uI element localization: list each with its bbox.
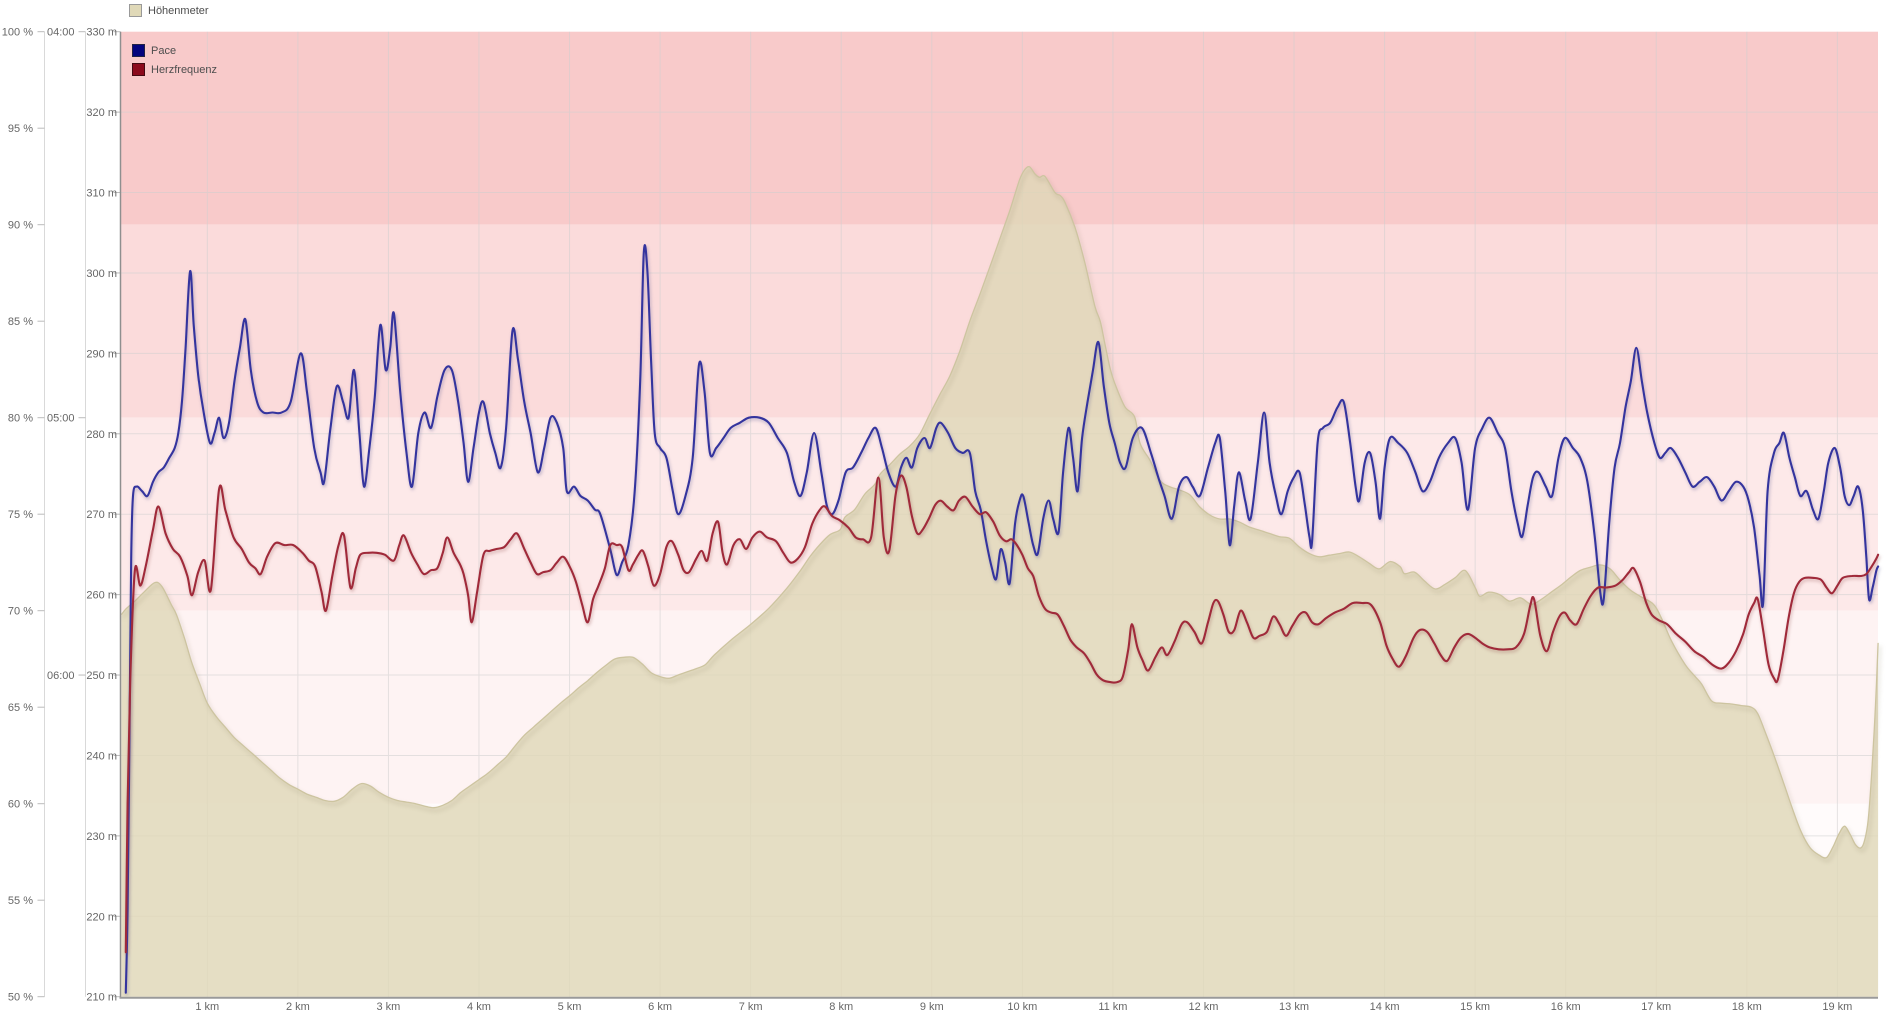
percent-axis-label: 70 % xyxy=(8,606,33,618)
elevation-axis-label: 220 m xyxy=(86,911,117,923)
distance-axis-label: 12 km xyxy=(1188,1001,1218,1013)
percent-axis-label: 95 % xyxy=(8,123,33,135)
heartrate-line xyxy=(124,474,1880,954)
elevation-axis-label: 240 m xyxy=(86,750,117,762)
distance-axis-label: 7 km xyxy=(739,1001,763,1013)
distance-axis-label: 4 km xyxy=(467,1001,491,1013)
distance-axis-label: 14 km xyxy=(1370,1001,1400,1013)
elevation-swatch-icon xyxy=(129,4,142,17)
elevation-axis-label: 320 m xyxy=(86,107,117,119)
percent-axis-label: 100 % xyxy=(2,27,33,39)
percent-axis-label: 65 % xyxy=(8,702,33,714)
axis-lines xyxy=(44,31,86,997)
percent-axis-label: 80 % xyxy=(8,413,33,425)
percent-axis-label: 85 % xyxy=(8,316,33,328)
elevation-axis-label: 310 m xyxy=(86,188,117,200)
distance-axis-label: 18 km xyxy=(1732,1001,1762,1013)
distance-axis-label: 5 km xyxy=(558,1001,582,1013)
percent-axis-label: 55 % xyxy=(8,895,33,907)
elevation-axis-label: 300 m xyxy=(86,268,117,280)
pace-axis-label: 04:00 xyxy=(47,27,75,39)
pace-axis-label: 05:00 xyxy=(47,413,75,425)
legend-item-heartrate[interactable]: Herzfrequenz xyxy=(132,63,217,76)
distance-axis-label: 1 km xyxy=(195,1001,219,1013)
elevation-axis-label: 270 m xyxy=(86,509,117,521)
pace-swatch-icon xyxy=(132,44,145,57)
distance-axis-label: 9 km xyxy=(920,1001,944,1013)
percent-axis-label: 75 % xyxy=(8,509,33,521)
plot-border xyxy=(119,31,1878,999)
legend-pace-label: Pace xyxy=(151,44,177,57)
distance-axis-label: 15 km xyxy=(1460,1001,1490,1013)
distance-axis-label: 17 km xyxy=(1641,1001,1671,1013)
distance-axis-label: 10 km xyxy=(1007,1001,1037,1013)
elevation-axis-label: 250 m xyxy=(86,670,117,682)
axis-ticks xyxy=(37,31,121,998)
distance-axis-label: 3 km xyxy=(376,1001,400,1013)
legend-heartrate-label: Herzfrequenz xyxy=(151,63,218,76)
elevation-axis-label: 330 m xyxy=(86,27,117,39)
percent-axis-label: 60 % xyxy=(8,799,33,811)
elevation-axis-label: 290 m xyxy=(86,348,117,360)
distance-axis-label: 19 km xyxy=(1822,1001,1852,1013)
elevation-axis-label: 230 m xyxy=(86,831,117,843)
elevation-area xyxy=(121,166,1879,997)
distance-axis-label: 2 km xyxy=(286,1001,310,1013)
distance-axis-label: 6 km xyxy=(648,1001,672,1013)
elevation-axis-label: 280 m xyxy=(86,429,117,441)
legend-elevation-label: Höhenmeter xyxy=(148,4,209,17)
heartrate-swatch-icon xyxy=(132,63,145,76)
pace-axis-label: 06:00 xyxy=(47,670,75,682)
elevation-edge-line xyxy=(120,165,1879,859)
distance-axis-label: 16 km xyxy=(1551,1001,1581,1013)
legend-item-pace[interactable]: Pace xyxy=(132,44,176,57)
percent-axis-label: 90 % xyxy=(8,220,33,232)
percent-axis-label: 50 % xyxy=(8,992,33,1004)
legend-item-elevation[interactable]: Höhenmeter xyxy=(129,4,209,17)
elevation-axis-label: 210 m xyxy=(86,992,117,1004)
elevation-axis-label: 260 m xyxy=(86,590,117,602)
distance-axis-label: 11 km xyxy=(1098,1001,1127,1013)
distance-axis-label: 8 km xyxy=(829,1001,853,1013)
distance-axis-label: 13 km xyxy=(1279,1001,1309,1013)
